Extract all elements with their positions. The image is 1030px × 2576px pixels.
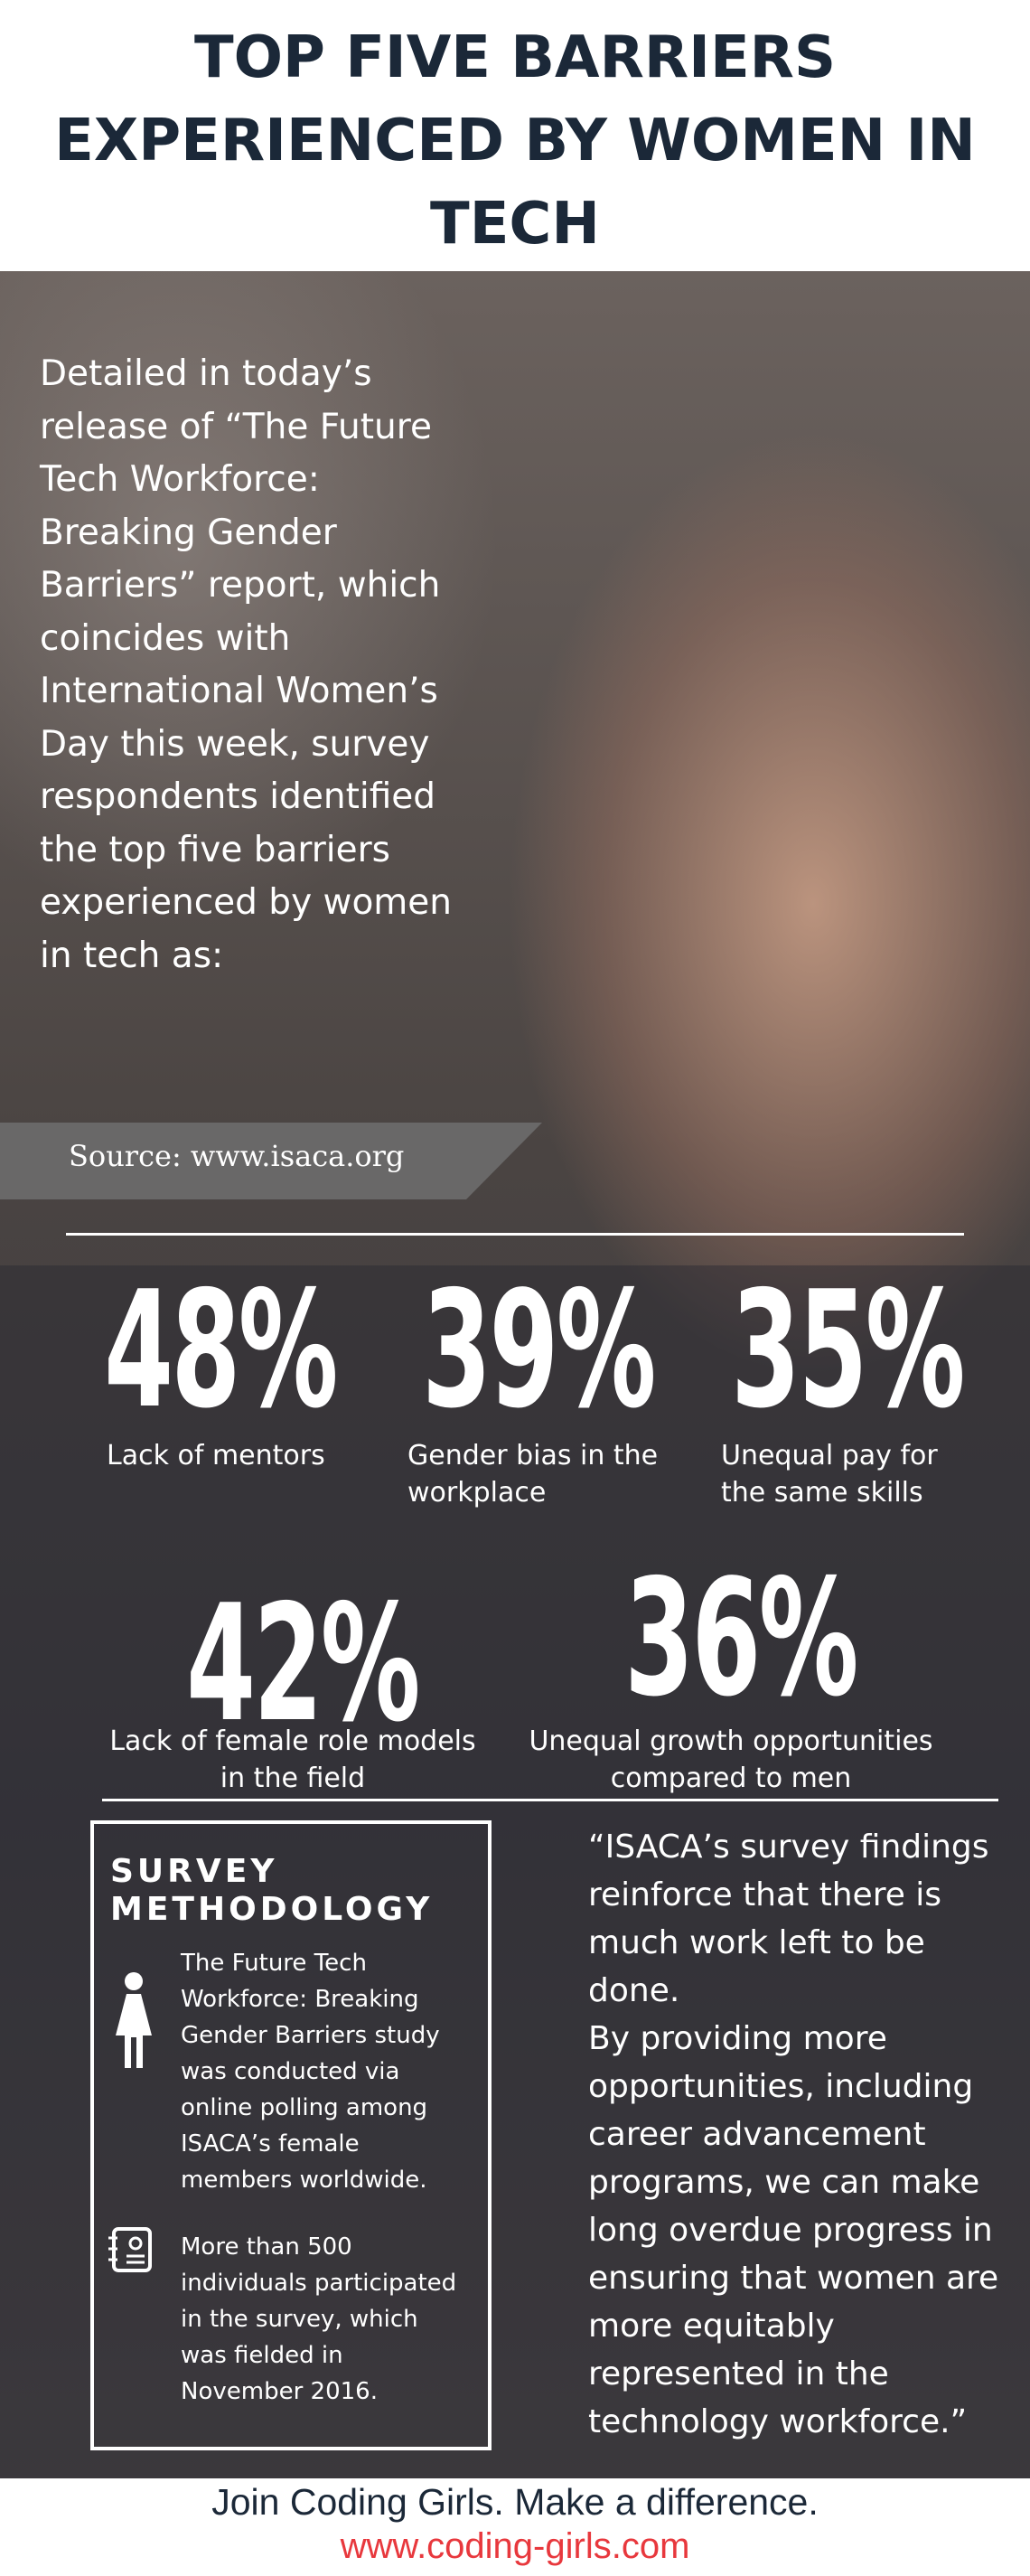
source: Source: www.isaca.org (69, 1139, 405, 1173)
stat-value: 35% (731, 1256, 965, 1443)
divider (66, 1233, 964, 1236)
source-band (0, 1123, 542, 1199)
stat-label: Unequal pay for the same skills (721, 1440, 938, 1509)
stat-label: Gender bias in the workplace (407, 1440, 659, 1509)
stat-value: 48% (104, 1256, 338, 1443)
methodology-item: More than 500 individuals participated i… (181, 2233, 457, 2405)
intro: Detailed in today’s release of “The Futu… (40, 353, 453, 976)
shade (0, 1265, 1030, 2478)
divider (102, 1799, 998, 1801)
methodology-title: SURVEY METHODOLOGY (110, 1853, 434, 1928)
call-to-action: Join Coding Girls. Make a difference. (211, 2481, 819, 2523)
methodology-box (90, 1820, 492, 2450)
stat-label: Unequal growth opportunities compared to… (529, 1725, 933, 1794)
stat-value: 36% (624, 1545, 858, 1732)
quote: “ISACA’s survey findings reinforce that … (588, 1829, 989, 2009)
background-photo (0, 271, 1030, 2478)
notebook-icon (108, 2227, 152, 2272)
woman-icon (116, 1972, 152, 2068)
title: TOP FIVE BARRIERS EXPERIENCED BY WOMEN I… (54, 24, 976, 258)
stat-value: 39% (422, 1256, 656, 1443)
stat-label: Lack of female role models in the field (109, 1725, 476, 1794)
stat-label: Lack of mentors (107, 1440, 325, 1471)
website-link[interactable]: www.coding-girls.com (340, 2526, 690, 2566)
stat-value: 42% (186, 1570, 420, 1757)
methodology-item: The Future Tech Workforce: Breaking Gend… (181, 1950, 440, 2194)
quote: By providing more opportunities, includi… (588, 2020, 999, 2440)
